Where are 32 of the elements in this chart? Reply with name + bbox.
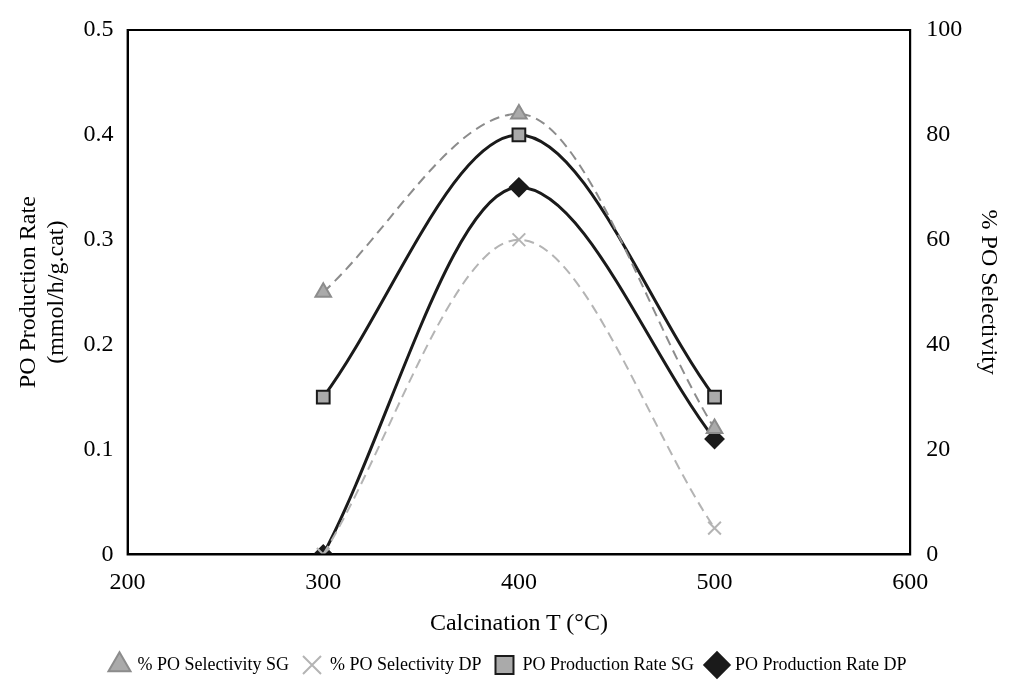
legend-label: % PO Selectivity DP xyxy=(330,653,482,674)
y-axis-title: PO Production Rate (mmol/h/g.cat) xyxy=(13,196,69,389)
y2-axis-title: % PO Selectivity xyxy=(977,209,1004,375)
x-tick-label: 300 xyxy=(305,568,342,595)
y-tick-label: 0.3 xyxy=(83,225,114,252)
point xyxy=(314,282,333,298)
point xyxy=(707,389,722,405)
point xyxy=(707,520,722,536)
y-tick-label: 0.5 xyxy=(83,15,114,42)
x-tick-label: 400 xyxy=(500,568,537,595)
point xyxy=(511,127,527,143)
y-tick-label: 0 xyxy=(101,539,114,566)
y2-tick-label: 40 xyxy=(926,329,951,356)
legend-label: PO Production Rate SG xyxy=(522,653,695,674)
point xyxy=(510,103,528,120)
point xyxy=(315,389,331,405)
y2-tick-label: 80 xyxy=(926,120,951,147)
point xyxy=(508,177,529,198)
y-tick-label: 0.4 xyxy=(83,120,114,147)
y-tick-label: 0.1 xyxy=(83,434,114,461)
y2-tick-label: 60 xyxy=(926,225,951,252)
y2-tick-label: 100 xyxy=(926,15,963,42)
legend-label: PO Production Rate DP xyxy=(735,653,907,674)
y2-tick-label: 20 xyxy=(926,434,951,461)
x-tick-label: 600 xyxy=(892,568,929,595)
x-tick-label: 500 xyxy=(696,568,733,595)
y-tick-label: 0.2 xyxy=(83,329,114,356)
x-axis-title: Calcination T (°C) xyxy=(429,608,608,635)
legend-label: % PO Selectivity SG xyxy=(137,653,289,674)
x-tick-label: 200 xyxy=(109,568,146,595)
point xyxy=(705,418,724,435)
y2-tick-label: 0 xyxy=(926,539,939,566)
